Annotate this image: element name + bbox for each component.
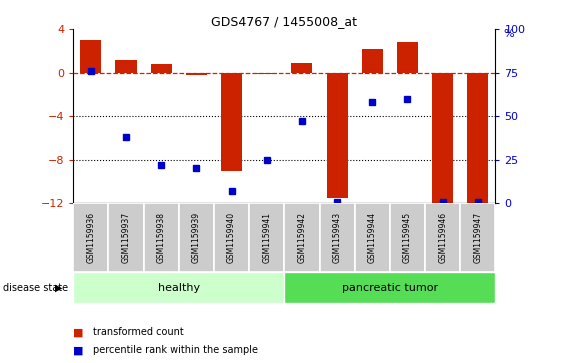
Bar xyxy=(467,73,488,203)
Text: ■: ■ xyxy=(73,345,84,355)
Text: GSM1159939: GSM1159939 xyxy=(192,212,201,263)
Bar xyxy=(221,73,242,171)
Bar xyxy=(151,64,172,73)
Text: GSM1159946: GSM1159946 xyxy=(438,212,447,263)
Bar xyxy=(80,40,101,73)
Bar xyxy=(355,203,390,272)
Bar xyxy=(284,203,320,272)
Bar xyxy=(320,203,355,272)
Bar xyxy=(284,272,495,303)
Bar xyxy=(390,203,425,272)
Text: GSM1159947: GSM1159947 xyxy=(473,212,482,263)
Bar xyxy=(214,203,249,272)
Text: GSM1159940: GSM1159940 xyxy=(227,212,236,263)
Text: healthy: healthy xyxy=(158,283,200,293)
Bar xyxy=(108,203,144,272)
Bar xyxy=(186,73,207,75)
Text: disease state: disease state xyxy=(3,283,68,293)
Bar xyxy=(397,42,418,73)
Text: transformed count: transformed count xyxy=(93,327,184,337)
Bar xyxy=(432,73,453,203)
Bar xyxy=(256,73,277,74)
Text: GSM1159937: GSM1159937 xyxy=(122,212,131,263)
Bar xyxy=(73,272,284,303)
Text: percentile rank within the sample: percentile rank within the sample xyxy=(93,345,258,355)
Bar xyxy=(292,63,312,73)
Title: GDS4767 / 1455008_at: GDS4767 / 1455008_at xyxy=(211,15,358,28)
Bar xyxy=(144,203,179,272)
Text: GSM1159942: GSM1159942 xyxy=(297,212,306,263)
Bar xyxy=(179,203,214,272)
Bar xyxy=(115,60,136,73)
Text: GSM1159936: GSM1159936 xyxy=(86,212,95,263)
Text: GSM1159938: GSM1159938 xyxy=(157,212,166,263)
Bar xyxy=(327,73,347,198)
Text: GSM1159945: GSM1159945 xyxy=(403,212,412,263)
Bar xyxy=(425,203,461,272)
Text: %: % xyxy=(504,29,515,39)
Text: pancreatic tumor: pancreatic tumor xyxy=(342,283,438,293)
Text: GSM1159941: GSM1159941 xyxy=(262,212,271,263)
Text: ▶: ▶ xyxy=(55,283,63,293)
Text: GSM1159943: GSM1159943 xyxy=(333,212,342,263)
Bar xyxy=(461,203,495,272)
Text: GSM1159944: GSM1159944 xyxy=(368,212,377,263)
Text: ■: ■ xyxy=(73,327,84,337)
Bar xyxy=(362,49,383,73)
Bar xyxy=(73,203,108,272)
Bar xyxy=(249,203,284,272)
